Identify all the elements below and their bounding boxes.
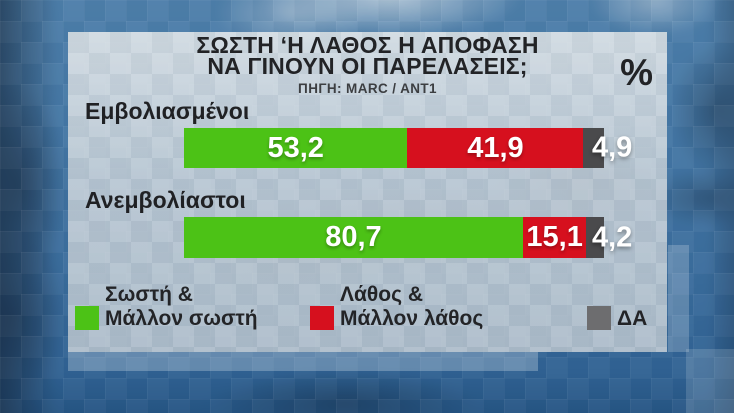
legend-label-correct-line2: Μάλλον σωστή [105,307,258,330]
bar-value-correct: 80,7 [325,221,382,253]
bar-value-da: 4,9 [592,131,633,164]
stacked-bar-unvaccinated: 80,7 15,1 4,2 [184,217,632,258]
chart-title: ΣΩΣΤΗ ‘Η ΛΑΘΟΣ Η ΑΠΟΦΑΣΗ ΝΑ ΓΙΝΟΥΝ ΟΙ ΠΑ… [68,32,667,97]
legend-label-da: ΔΑ [617,307,647,331]
chart-title-line2: ΝΑ ΓΙΝΟΥΝ ΟΙ ΠΑΡΕΛΑΣΕΙΣ; [207,53,528,79]
bar-segment-correct: 53,2 [184,128,408,168]
legend-label-correct-line1: Σωστή & [105,283,193,306]
decor-strip-right-large [686,349,734,413]
decor-strip-bottom [68,352,538,371]
legend-swatch-green [75,306,99,330]
source-label: ΠΗΓΗ: MARC / ANT1 [298,81,437,96]
legend-label-da-line2: ΔΑ [617,307,648,330]
legend-label-wrong-line1: Λάθος & [340,283,424,306]
bar-value-wrong: 15,1 [526,221,583,253]
percent-symbol: % [620,52,653,93]
legend-label-correct: Σωστή & Μάλλον σωστή [105,283,258,331]
bar-group-label-vaccinated: Εμβολιασμένοι [85,98,250,124]
legend-item-wrong: Λάθος & Μάλλον λάθος [310,281,483,331]
legend-swatch-red [310,306,334,330]
bar-segment-correct: 80,7 [184,217,523,258]
chart-title-line1: ΣΩΣΤΗ ‘Η ΛΑΘΟΣ Η ΑΠΟΦΑΣΗ [196,32,539,58]
bar-segment-da [583,128,604,168]
bar-segment-wrong: 41,9 [407,128,584,168]
bar-group-label-unvaccinated: Ανεμβολίαστοι [85,187,246,213]
bar-segment-da [586,217,604,258]
bar-value-correct: 53,2 [267,131,324,164]
stacked-bar-vaccinated: 53,2 41,9 4,9 [184,128,632,168]
bar-value-da: 4,2 [592,221,633,253]
legend-item-correct: Σωστή & Μάλλον σωστή [75,281,258,331]
bar-segment-wrong: 15,1 [522,217,587,258]
chart-panel: ΣΩΣΤΗ ‘Η ΛΑΘΟΣ Η ΑΠΟΦΑΣΗ ΝΑ ΓΙΝΟΥΝ ΟΙ ΠΑ… [68,32,667,352]
legend-item-da: ΔΑ [587,281,647,331]
legend-swatch-gray [587,306,611,330]
legend-label-wrong: Λάθος & Μάλλον λάθος [340,283,483,331]
legend-label-wrong-line2: Μάλλον λάθος [340,307,484,330]
decor-strip-right-small [668,245,689,352]
bar-value-wrong: 41,9 [467,131,524,164]
